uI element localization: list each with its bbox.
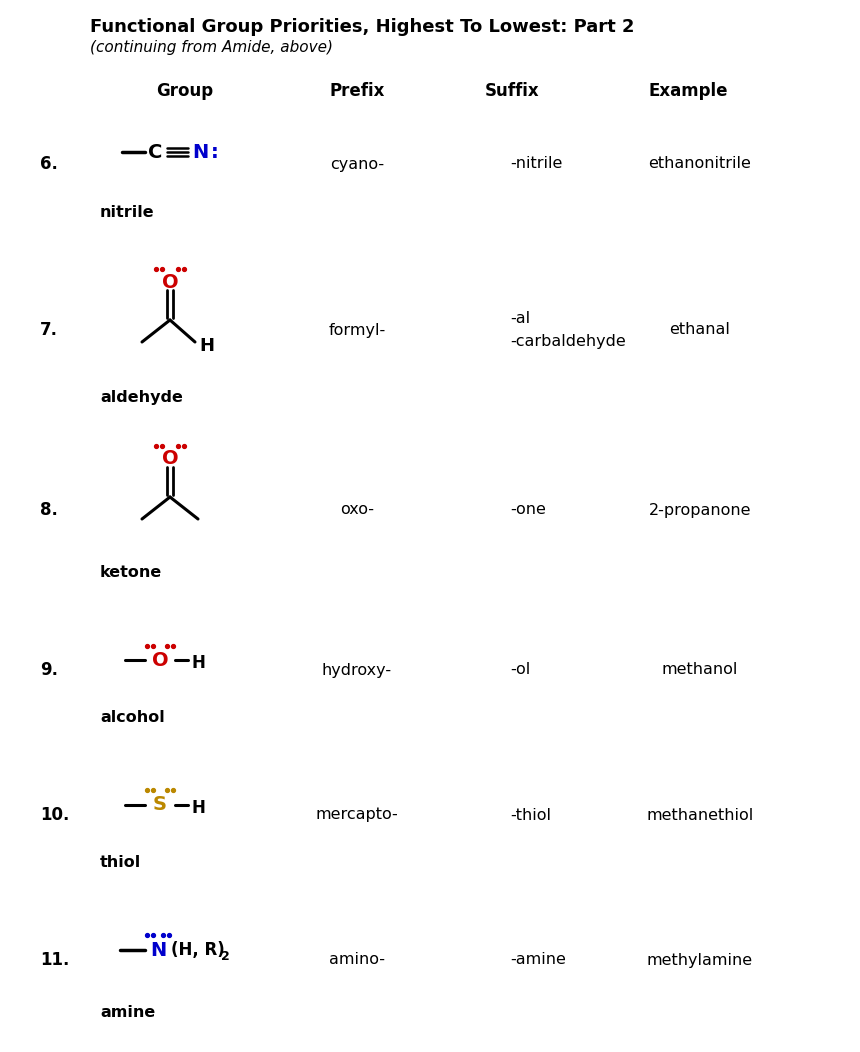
Text: thiol: thiol xyxy=(100,855,141,870)
Text: C: C xyxy=(148,142,163,162)
Text: cyano-: cyano- xyxy=(330,157,384,171)
Text: H: H xyxy=(191,654,205,672)
Text: amine: amine xyxy=(100,1005,156,1020)
Text: 8.: 8. xyxy=(40,501,58,519)
Text: 10.: 10. xyxy=(40,806,70,824)
Text: N: N xyxy=(192,142,208,162)
Text: mercapto-: mercapto- xyxy=(316,808,398,823)
Text: O: O xyxy=(162,272,178,291)
Text: amino-: amino- xyxy=(329,952,385,968)
Text: H: H xyxy=(191,800,205,817)
Text: 9.: 9. xyxy=(40,661,58,679)
Text: N: N xyxy=(150,940,166,959)
Text: alcohol: alcohol xyxy=(100,710,165,725)
Text: methanol: methanol xyxy=(662,663,738,677)
Text: Suffix: Suffix xyxy=(484,82,539,100)
Text: -al
-carbaldehyde: -al -carbaldehyde xyxy=(510,311,626,348)
Text: -ol: -ol xyxy=(510,663,531,677)
Text: O: O xyxy=(162,449,178,468)
Text: Group: Group xyxy=(157,82,213,100)
Text: 6.: 6. xyxy=(40,155,58,173)
Text: ethanonitrile: ethanonitrile xyxy=(648,157,752,171)
Text: methanethiol: methanethiol xyxy=(647,808,753,823)
Text: Prefix: Prefix xyxy=(329,82,384,100)
Text: 2: 2 xyxy=(221,950,230,963)
Text: -nitrile: -nitrile xyxy=(510,157,562,171)
Text: O: O xyxy=(151,650,169,669)
Text: 2-propanone: 2-propanone xyxy=(648,503,752,518)
Text: ketone: ketone xyxy=(100,565,163,580)
Text: -one: -one xyxy=(510,503,546,518)
Text: formyl-: formyl- xyxy=(329,323,385,338)
Text: (continuing from Amide, above): (continuing from Amide, above) xyxy=(90,40,333,55)
Text: hydroxy-: hydroxy- xyxy=(322,663,392,677)
Text: 7.: 7. xyxy=(40,321,58,339)
Text: (H, R): (H, R) xyxy=(171,940,224,959)
Text: ethanal: ethanal xyxy=(670,323,730,338)
Text: :: : xyxy=(211,142,219,162)
Text: H: H xyxy=(200,337,214,355)
Text: methylamine: methylamine xyxy=(647,952,753,968)
Text: aldehyde: aldehyde xyxy=(100,390,183,405)
Text: -amine: -amine xyxy=(510,952,566,968)
Text: Functional Group Priorities, Highest To Lowest: Part 2: Functional Group Priorities, Highest To … xyxy=(90,18,635,36)
Text: 11.: 11. xyxy=(40,951,70,969)
Text: oxo-: oxo- xyxy=(340,503,374,518)
Text: Example: Example xyxy=(648,82,728,100)
Text: -thiol: -thiol xyxy=(510,808,551,823)
Text: S: S xyxy=(153,795,167,814)
Text: nitrile: nitrile xyxy=(100,205,155,220)
